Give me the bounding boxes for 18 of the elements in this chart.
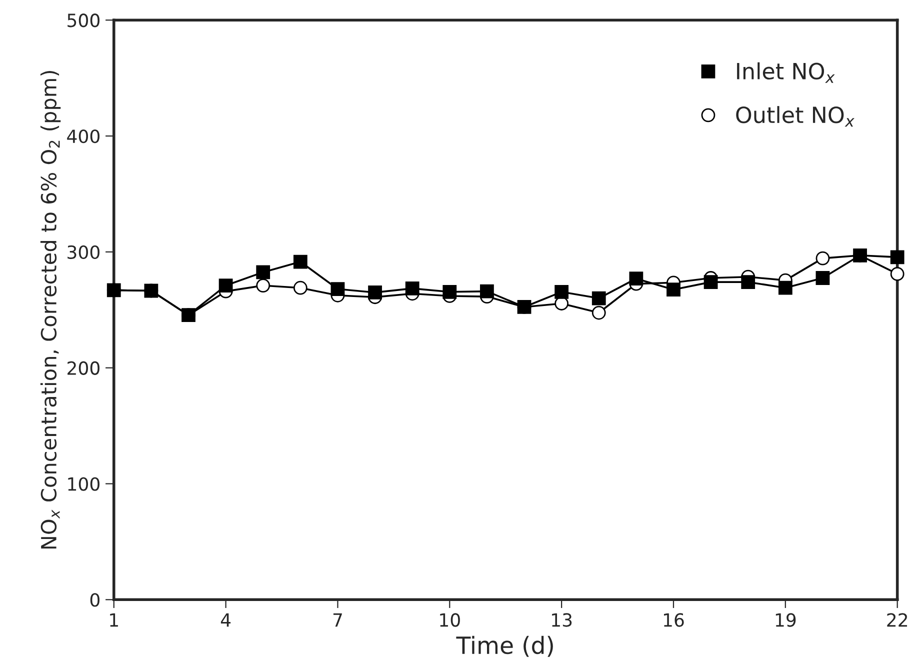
y-tick-label: 200	[68, 361, 100, 375]
x-tick-label: 16	[664, 613, 684, 627]
y-tick-label: 0	[90, 593, 100, 607]
x-tick-label: 19	[776, 613, 796, 627]
x-tick-label: 4	[220, 613, 231, 627]
x-tick-label: 10	[440, 613, 460, 627]
x-tick-label: 22	[887, 613, 908, 627]
y-tick-label: 500	[68, 14, 100, 28]
x-tick-label: 13	[552, 613, 572, 627]
x-tick-label: 1	[110, 613, 118, 627]
x-axis-title: Time (d)	[456, 636, 553, 657]
y-axis-title: NO$_{x}$ Concentration, Corrected to 6% O$_{2}$ (ppm)	[40, 70, 61, 549]
y-tick-label: 400	[67, 129, 100, 144]
x-tick-label: 7	[333, 613, 342, 627]
y-tick-label: 300	[68, 245, 100, 260]
y-tick-label: 100	[68, 477, 100, 491]
legend-label: Inlet NO$_{x}$	[737, 62, 835, 83]
legend-label: Outlet NO$_{x}$	[736, 106, 854, 127]
